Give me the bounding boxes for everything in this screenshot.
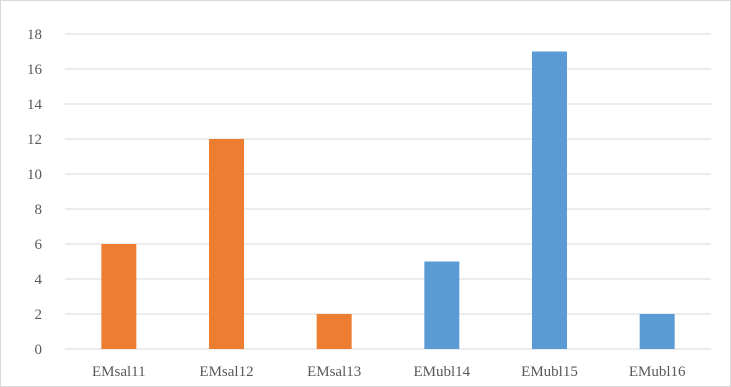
bar-EMsal13 — [316, 314, 352, 349]
y-tick-label: 0 — [35, 342, 43, 358]
bar-EMubl14 — [424, 261, 460, 349]
x-category-label: EMsal12 — [199, 364, 253, 380]
y-tick-label: 6 — [35, 237, 43, 253]
y-tick-label: 8 — [35, 202, 43, 218]
x-category-label: EMsal11 — [92, 364, 146, 380]
y-tick-label: 16 — [27, 62, 43, 78]
bar-EMubl16 — [639, 314, 675, 349]
y-tick-label: 10 — [27, 167, 42, 183]
x-category-label: EMubl16 — [629, 364, 686, 380]
y-tick-label: 4 — [35, 272, 43, 288]
bar-EMsal12 — [209, 139, 244, 349]
x-category-label: EMsal13 — [307, 364, 361, 380]
y-tick-label: 14 — [27, 97, 43, 113]
bar-EMubl15 — [532, 51, 567, 349]
y-tick-label: 2 — [35, 307, 43, 323]
bar-EMsal11 — [101, 244, 137, 349]
y-tick-label: 12 — [27, 132, 42, 148]
x-category-label: EMubl15 — [521, 364, 578, 380]
y-tick-label: 18 — [27, 27, 42, 43]
x-category-label: EMubl14 — [413, 364, 470, 380]
